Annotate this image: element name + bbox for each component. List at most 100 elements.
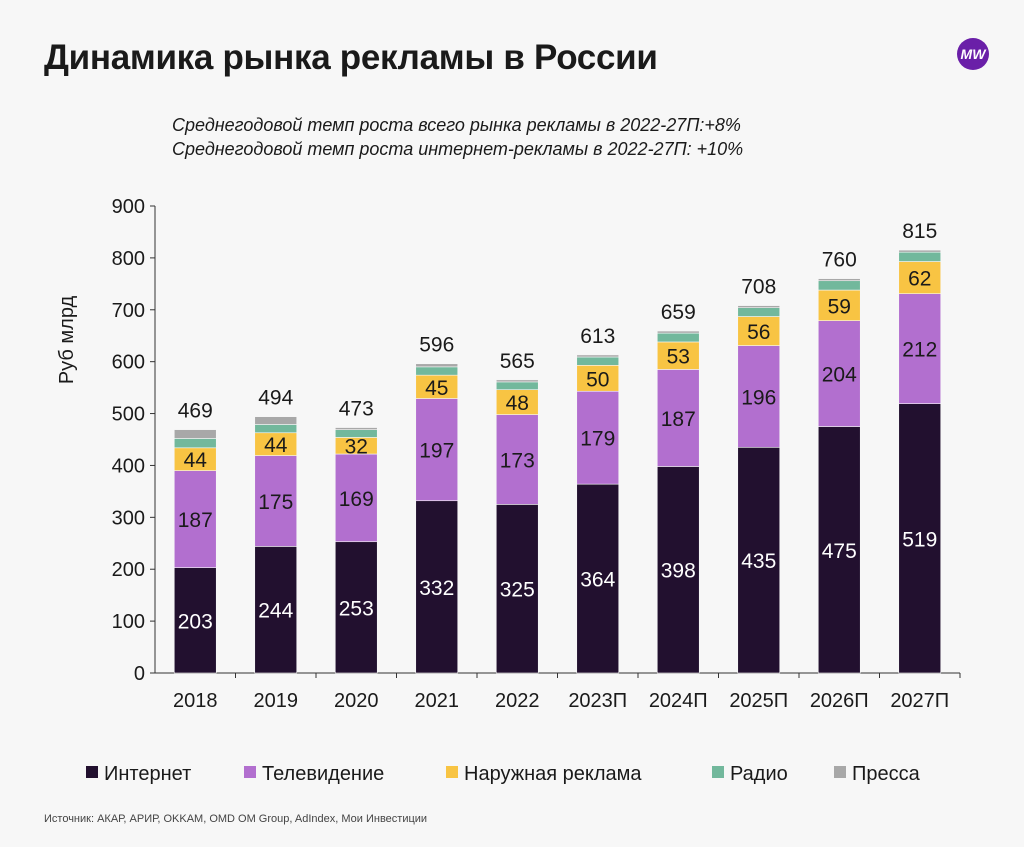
bar-value-label: 48	[506, 392, 529, 415]
bar-value-label: 519	[902, 528, 937, 551]
legend-swatch	[446, 766, 458, 778]
x-tick-label: 2027П	[890, 690, 949, 712]
bar-value-label: 325	[500, 579, 535, 602]
bar-value-label: 173	[500, 449, 535, 472]
y-tick-label: 500	[112, 404, 145, 426]
bar-segment	[656, 369, 700, 467]
bar-total-label: 473	[339, 398, 374, 421]
bar-segment	[737, 307, 781, 317]
legend-label: Телевидение	[262, 763, 384, 785]
bar-segment	[817, 278, 861, 282]
brand-logo: MW	[957, 38, 989, 70]
y-tick-label: 400	[112, 455, 145, 477]
subtitle-total-growth: Среднегодовой темп роста всего рынка рек…	[172, 115, 741, 135]
bar-segment	[576, 390, 620, 485]
bar-segment	[656, 330, 700, 334]
bar-segment	[576, 364, 620, 392]
x-tick-label: 2026П	[810, 690, 869, 712]
bar-segment	[415, 363, 459, 368]
bar-segment	[254, 416, 298, 425]
bar-segment	[495, 414, 539, 505]
y-tick-label: 800	[112, 248, 145, 270]
page-title: Динамика рынка рекламы в России	[44, 38, 658, 77]
bar-value-label: 212	[902, 339, 937, 362]
bar-value-label: 44	[264, 434, 288, 457]
bar-total-label: 815	[902, 220, 937, 243]
source-note: Источник: АКАР, АРИР, OKKAM, OMD OM Grou…	[44, 813, 428, 825]
x-tick-label: 2019	[254, 690, 299, 712]
subtitle-internet-growth: Среднегодовой темп роста интернет-реклам…	[172, 139, 744, 159]
bar-total-label: 596	[419, 334, 454, 357]
bar-segment	[898, 261, 942, 294]
bar-total-label: 659	[661, 301, 696, 324]
bar-value-label: 204	[822, 364, 857, 387]
y-tick-label: 200	[112, 559, 145, 581]
bar-segment	[576, 354, 620, 358]
bar-value-label: 59	[828, 295, 851, 318]
x-tick-label: 2020	[334, 690, 379, 712]
bar-value-label: 53	[667, 346, 690, 369]
legend-swatch	[834, 766, 846, 778]
bar-value-label: 179	[580, 428, 615, 451]
bar-value-label: 50	[586, 368, 609, 391]
bar-segment	[898, 249, 942, 253]
bar-total-label: 708	[741, 276, 776, 299]
stacked-bar-chart: 0 100 200 300 400 500 600 700 800 900 Руб млрд 2018…	[56, 196, 961, 785]
bar-value-label: 32	[345, 436, 368, 459]
y-tick-label: 700	[112, 300, 145, 322]
bar-value-label: 332	[419, 577, 454, 600]
y-tick-label: 100	[112, 611, 145, 633]
y-tick-label: 600	[112, 352, 145, 374]
bar-value-label: 364	[580, 569, 615, 592]
bar-segment	[334, 453, 378, 543]
bar-value-label: 475	[822, 540, 857, 563]
bar-value-label: 197	[419, 440, 454, 463]
legend-label: Интернет	[104, 763, 191, 785]
bar-segment	[656, 332, 700, 343]
bar-segment	[254, 546, 298, 674]
bar-total-label: 613	[580, 325, 615, 348]
y-tick-label: 300	[112, 507, 145, 529]
x-tick-label: 2023П	[568, 690, 627, 712]
bar-total-label: 760	[822, 249, 857, 272]
bar-segment	[415, 500, 459, 674]
y-tick-label: 0	[134, 663, 145, 685]
bar-segment	[737, 305, 781, 309]
bar-value-label: 435	[741, 550, 776, 573]
bar-segment	[173, 470, 217, 568]
bar-segment	[334, 541, 378, 674]
bar-segment	[898, 293, 942, 404]
bar-segment	[817, 280, 861, 291]
bar-value-label: 175	[258, 491, 293, 514]
bar-segment	[173, 438, 217, 449]
bar-value-label: 398	[661, 560, 696, 583]
x-tick-label: 2021	[415, 690, 460, 712]
bar-value-label: 187	[661, 408, 696, 431]
bar-segment	[817, 426, 861, 674]
x-tick-label: 2025П	[729, 690, 788, 712]
bar-segment	[737, 345, 781, 448]
bar-segment	[656, 466, 700, 674]
x-tick-label: 2022	[495, 690, 540, 712]
bar-value-label: 169	[339, 488, 374, 511]
bar-segment	[576, 356, 620, 366]
bar-segment	[576, 483, 620, 674]
legend-label: Радио	[730, 763, 788, 785]
bar-segment	[737, 446, 781, 674]
bar-segment	[817, 289, 861, 321]
bar-segment	[898, 251, 942, 262]
bar-segment	[173, 429, 217, 439]
x-tick-label: 2024П	[649, 690, 708, 712]
legend-swatch	[244, 766, 256, 778]
bar-segment	[173, 567, 217, 674]
bar-value-label: 253	[339, 597, 374, 620]
bar-total-label: 565	[500, 350, 535, 373]
bar-segment	[334, 427, 378, 430]
bar-segment	[495, 389, 539, 415]
legend-label: Пресса	[852, 763, 921, 785]
bar-value-label: 244	[258, 600, 293, 623]
bar-segment	[254, 424, 298, 434]
bar-total-label: 494	[258, 387, 293, 410]
bar-total-label: 469	[178, 400, 213, 423]
x-tick-label: 2018	[173, 690, 218, 712]
